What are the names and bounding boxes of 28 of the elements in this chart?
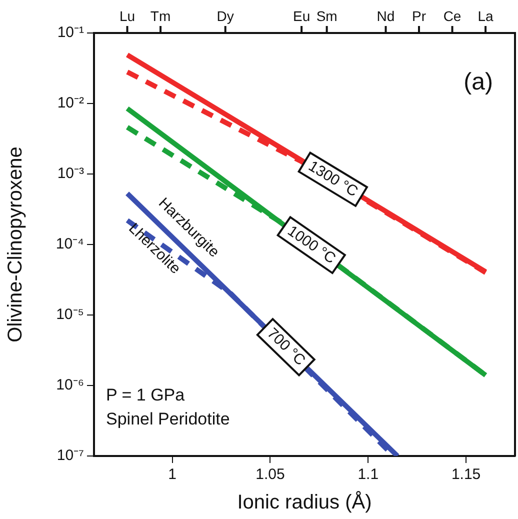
y-tick-label: 10⁻⁶ — [56, 376, 84, 394]
text: Pr — [412, 8, 426, 24]
text: Ce — [443, 8, 462, 24]
y-tick-label: 10⁻² — [57, 94, 84, 112]
y-tick-label: 10⁻¹ — [57, 24, 84, 42]
text: La — [478, 8, 494, 24]
y-tick-label: 10⁻³ — [57, 165, 84, 182]
y-tick-label: 10⁻⁷ — [56, 447, 84, 464]
y-axis-title: Olivine-Clinopyroxene — [4, 146, 27, 342]
text: Lu — [119, 8, 136, 24]
annotation: Spinel Peridotite — [106, 410, 230, 429]
y-tick-label: 10⁻⁴ — [56, 236, 84, 253]
y-tick-label: 10⁻⁵ — [56, 306, 84, 324]
text: Sm — [316, 8, 338, 24]
annotation: (a) — [464, 68, 493, 96]
annotation: P = 1 GPa — [106, 386, 186, 405]
annotation: 700 °C — [264, 324, 309, 370]
text: Tm — [150, 8, 171, 24]
x-tick-label: 1.1 — [358, 466, 379, 484]
annotation: 1000 °C — [284, 222, 339, 268]
x-axis-title: Ionic radius (Å) — [237, 490, 372, 514]
x-tick-label: 1.05 — [256, 466, 285, 484]
x-tick-label: 1 — [168, 466, 176, 484]
text: Dy — [216, 8, 234, 24]
text: Eu — [292, 8, 310, 24]
text: Nd — [376, 8, 395, 24]
x-tick-label: 1.15 — [451, 466, 481, 484]
annotation: 1300 °C — [305, 158, 361, 200]
